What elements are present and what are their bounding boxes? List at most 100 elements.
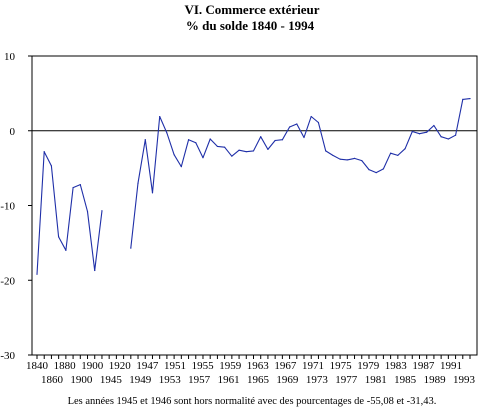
data-point (325, 150, 327, 152)
data-point (440, 136, 442, 138)
x-tick-label: 1977 (335, 374, 358, 386)
y-tick-label: -10 (0, 201, 15, 213)
data-point (94, 269, 96, 272)
data-point (382, 168, 384, 170)
data-point (447, 138, 449, 140)
data-point (310, 115, 312, 118)
data-point (130, 247, 132, 249)
x-tick-label: 1959 (219, 360, 242, 372)
data-point (173, 154, 175, 156)
x-tick-label: 1900 (81, 360, 104, 372)
data-point (144, 139, 146, 141)
data-point (86, 210, 89, 213)
plot-frame (31, 55, 478, 356)
x-tick-label: 1949 (129, 374, 152, 386)
data-point (252, 150, 255, 152)
data-point (159, 115, 161, 118)
data-point (36, 273, 38, 275)
x-tick-label: 1979 (357, 360, 380, 372)
y-tick-label: -30 (0, 350, 15, 362)
x-tick-label: 1965 (247, 374, 270, 386)
x-tick-label: 1985 (394, 374, 417, 386)
data-point (418, 133, 421, 135)
x-tick-label: 1975 (330, 360, 353, 372)
data-point (353, 157, 356, 160)
x-tick-label: 1953 (159, 374, 182, 386)
axes: 10 0 -10 -20 -30 1840 1880 1900 1920 1947 1951 1955… (0, 51, 478, 386)
data-point (101, 210, 103, 212)
x-tick-label: 1900 (70, 374, 93, 386)
data-point (187, 139, 190, 141)
data-point (231, 155, 233, 157)
x-tick-label: 1991 (440, 360, 462, 372)
data-point (288, 126, 291, 128)
x-tick-label: 1955 (192, 360, 215, 372)
data-point (469, 98, 471, 100)
x-tick-label: 1969 (276, 374, 299, 386)
data-point (390, 152, 392, 154)
data-point (368, 169, 370, 171)
data-point (238, 149, 240, 151)
x-tick-label: 1981 (365, 374, 387, 386)
data-point (339, 158, 341, 160)
series-line (36, 98, 471, 275)
data-point (332, 154, 334, 157)
x-tick-label: 1967 (274, 360, 297, 372)
data-point (65, 249, 67, 251)
data-point (317, 121, 320, 124)
data-point (361, 160, 363, 162)
x-tick-label: 1993 (453, 374, 476, 386)
data-point (79, 183, 81, 186)
data-point (433, 124, 435, 127)
data-point (245, 151, 247, 153)
data-point (267, 148, 269, 151)
data-point (296, 123, 298, 125)
data-point (166, 132, 168, 134)
data-point (346, 159, 348, 161)
data-point (209, 138, 211, 140)
chart-note: Les années 1945 et 1946 sont hors normal… (68, 396, 437, 407)
data-point (137, 182, 139, 184)
data-point (216, 145, 219, 148)
x-tick-label: 1983 (385, 360, 408, 372)
data-point (411, 130, 413, 133)
data-point (151, 192, 154, 194)
x-tick-label: 1947 (136, 360, 159, 372)
data-point (50, 165, 53, 167)
data-point (58, 236, 60, 238)
data-point (375, 172, 377, 174)
x-tick-label: 1860 (41, 374, 64, 386)
data-point (180, 166, 182, 168)
data-point (202, 157, 204, 159)
data-point (404, 148, 406, 150)
x-tick-label: 1989 (424, 374, 447, 386)
data-point (43, 151, 45, 153)
x-tick-label: 1920 (109, 360, 132, 372)
data-point (281, 139, 283, 141)
data-point (397, 154, 399, 157)
data-point (72, 186, 74, 189)
chart-marks (36, 98, 471, 275)
y-tick-label: 10 (4, 51, 16, 63)
data-point (462, 98, 464, 100)
chart-title: VI. Commerce extérieur (184, 2, 319, 17)
x-tick-label: 1971 (302, 360, 324, 372)
chart-subtitle: % du solde 1840 - 1994 (186, 18, 315, 33)
x-tick-label: 1945 (100, 374, 123, 386)
x-tick-label: 1963 (247, 360, 270, 372)
data-point (195, 142, 197, 144)
data-point (426, 131, 428, 133)
y-tick-label: 0 (10, 126, 16, 138)
x-tick-label: 1951 (164, 360, 186, 372)
data-point (274, 139, 276, 142)
x-tick-label: 1880 (54, 360, 77, 372)
x-tick-label: 1961 (218, 374, 240, 386)
x-tick-label: 1987 (412, 360, 435, 372)
y-tick-label: -20 (0, 275, 15, 287)
data-point (224, 146, 226, 148)
data-point (454, 134, 457, 136)
data-point (303, 136, 305, 139)
data-point (260, 136, 262, 138)
x-tick-label: 1973 (306, 374, 329, 386)
